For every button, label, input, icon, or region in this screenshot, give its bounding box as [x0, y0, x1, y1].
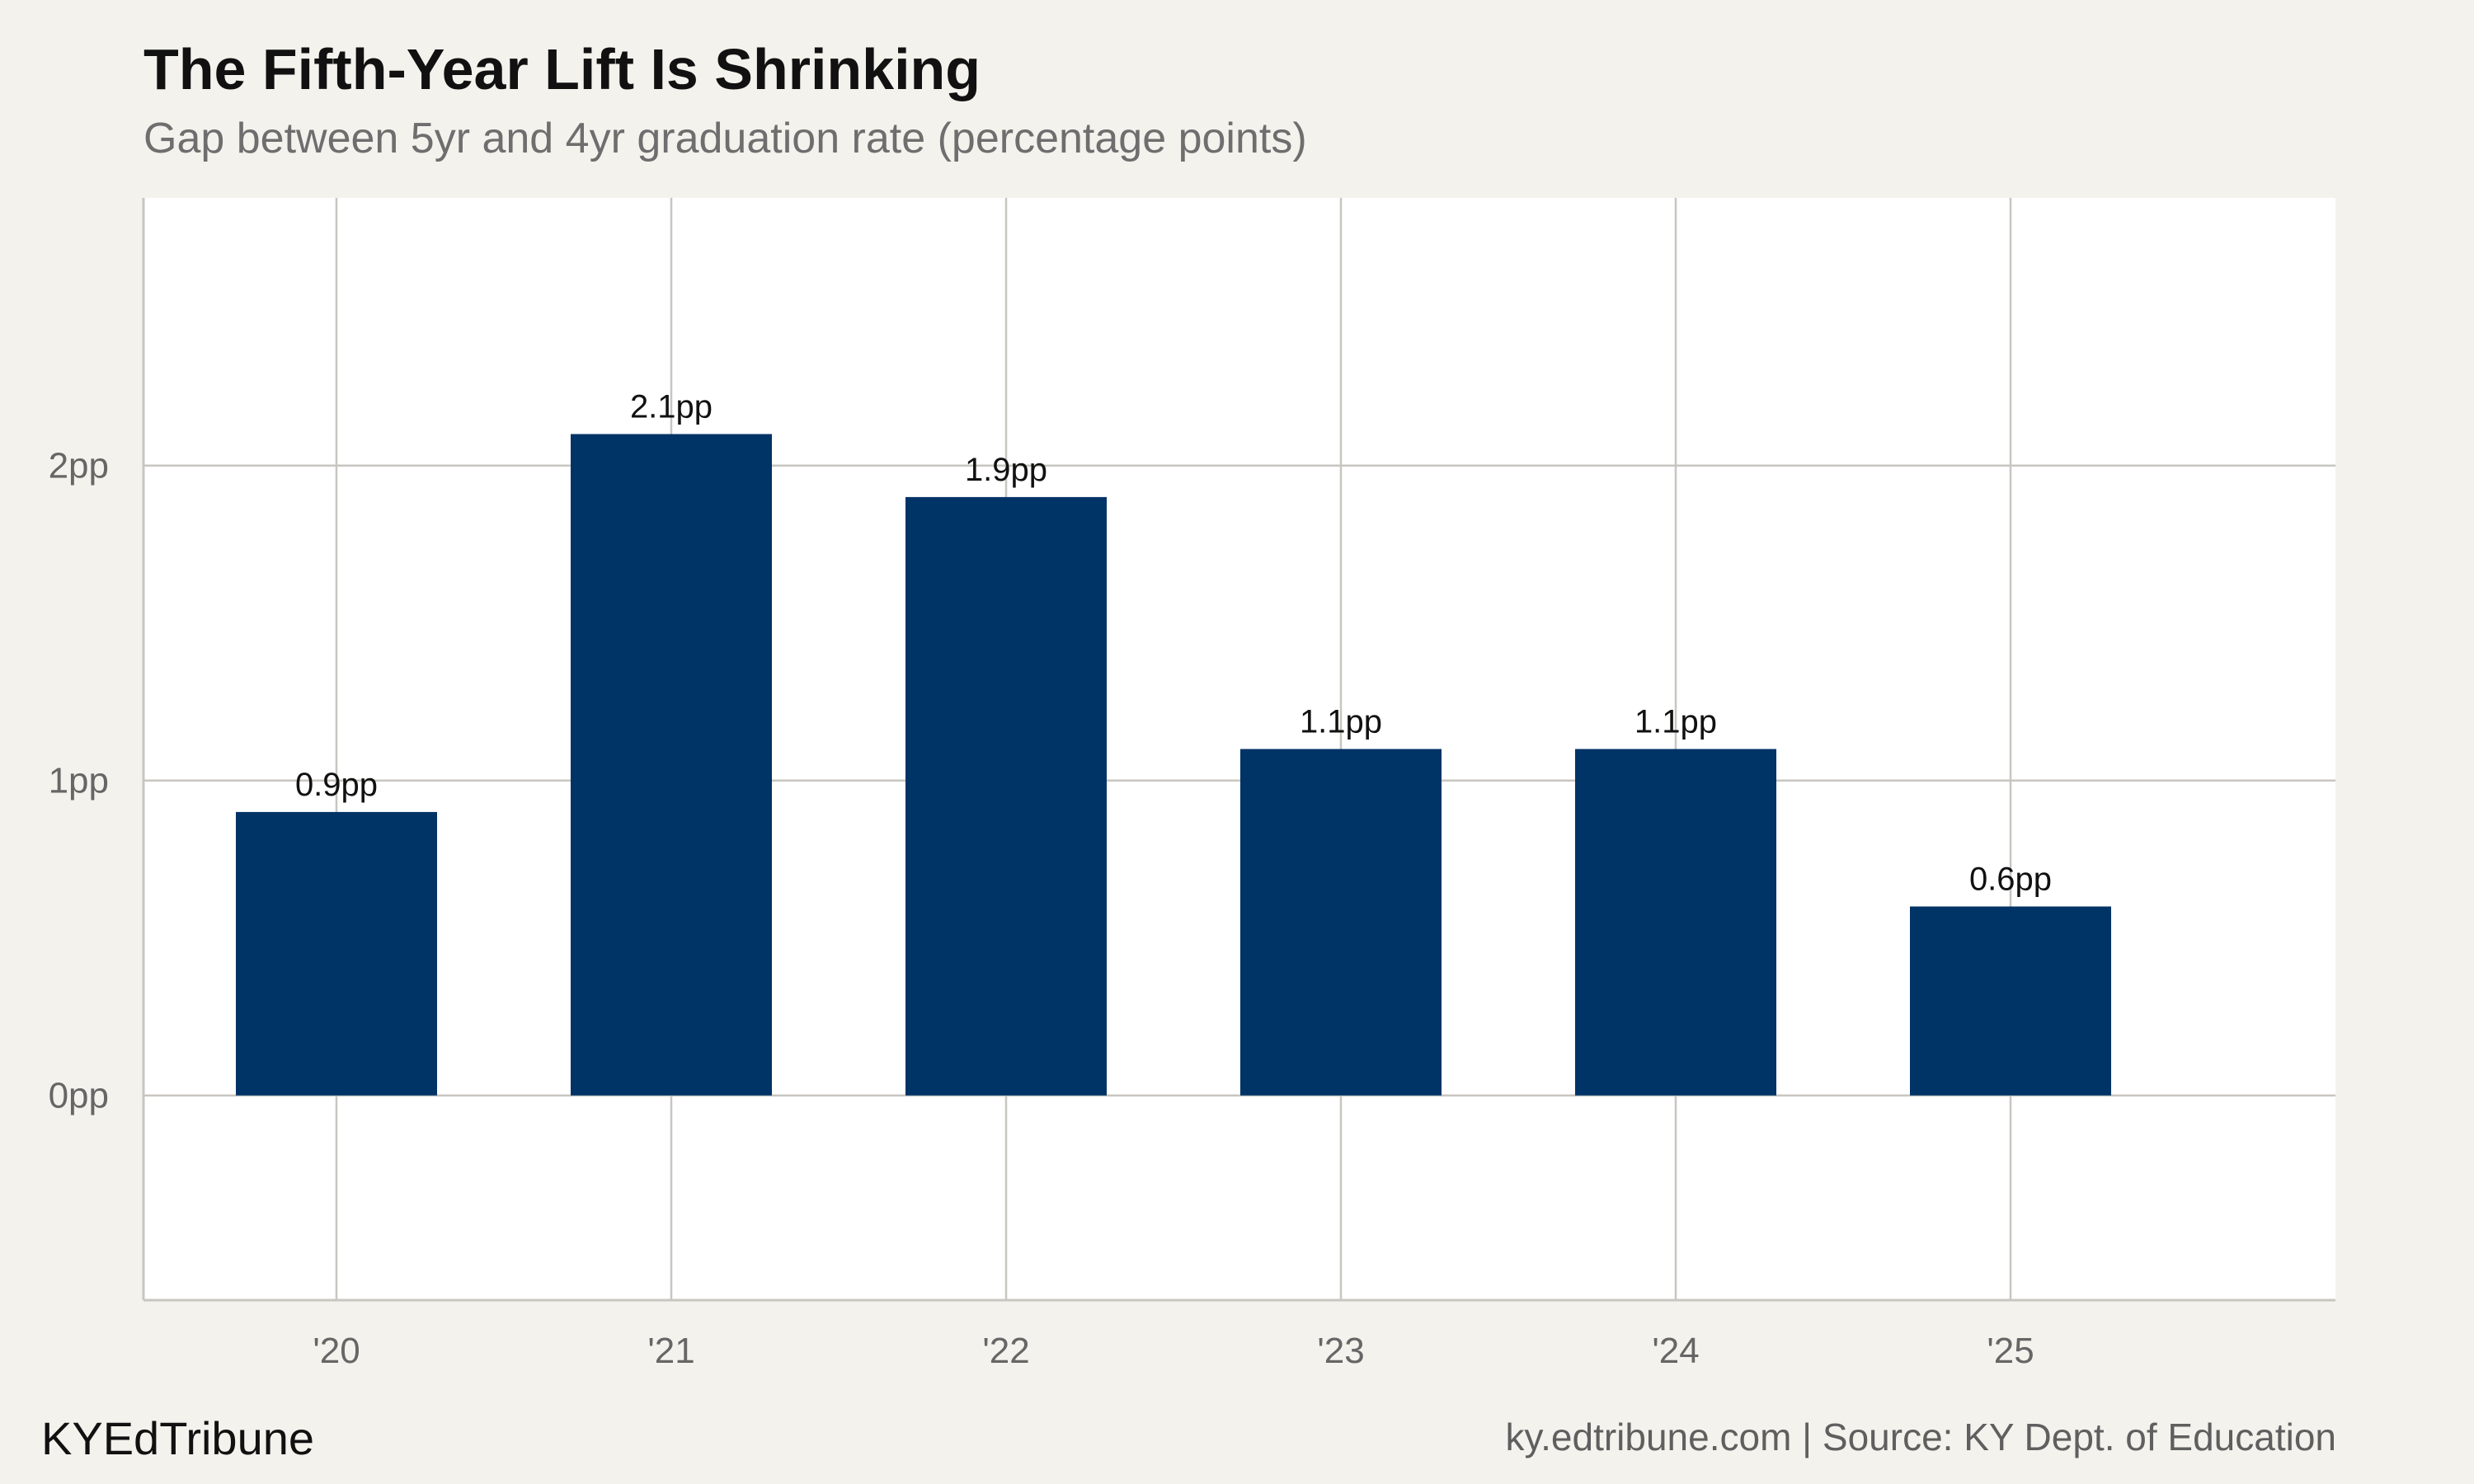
- y-tick-label: 0pp: [49, 1076, 109, 1116]
- bars: [236, 434, 2111, 1096]
- x-tick-label: '24: [1652, 1331, 1699, 1371]
- data-label: 2.1pp: [630, 389, 713, 425]
- data-labels: 0.9pp 2.1pp 1.9pp 1.1pp 1.1pp 0.6pp: [295, 389, 2052, 898]
- bar: [1910, 906, 2111, 1096]
- bar: [236, 811, 437, 1096]
- source-credit: ky.edtribune.com | Source: KY Dept. of E…: [1505, 1416, 2336, 1458]
- x-tick-label: '25: [1987, 1331, 2034, 1371]
- axes: 0pp 1pp 2pp '20 '21 '22 '23 '24 '25: [49, 198, 2335, 1371]
- plot-panel: [143, 198, 2335, 1300]
- chart-subtitle: Gap between 5yr and 4yr graduation rate …: [143, 115, 1307, 162]
- data-label: 0.9pp: [295, 767, 378, 803]
- x-tick-label: '21: [647, 1331, 694, 1371]
- x-tick-label: '23: [1317, 1331, 1364, 1371]
- x-tick-label: '22: [982, 1331, 1029, 1371]
- data-label: 1.1pp: [1300, 704, 1382, 740]
- data-label: 0.6pp: [1969, 862, 2052, 898]
- chart-title: The Fifth-Year Lift Is Shrinking: [143, 37, 981, 101]
- bar: [1575, 749, 1776, 1096]
- bar: [571, 434, 772, 1096]
- data-label: 1.1pp: [1634, 704, 1717, 740]
- bar: [1240, 749, 1442, 1096]
- y-tick-label: 2pp: [49, 446, 109, 486]
- bar: [905, 496, 1107, 1096]
- brand-logo-text: KYEdTribune: [41, 1412, 314, 1464]
- y-tick-label: 1pp: [49, 761, 109, 801]
- x-tick-label: '20: [313, 1331, 360, 1371]
- data-label: 1.9pp: [965, 452, 1047, 488]
